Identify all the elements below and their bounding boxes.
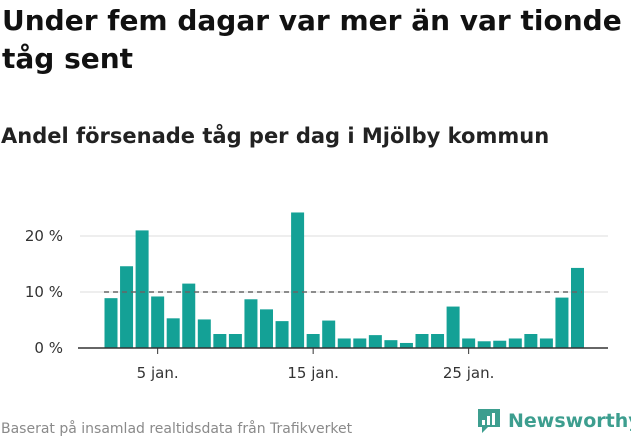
newsworthy-logo-icon <box>478 409 500 433</box>
bar-day-13 <box>275 321 289 348</box>
bar-day-22 <box>415 334 429 348</box>
source-note: Baserat på insamlad realtidsdata från Tr… <box>1 421 353 437</box>
bar-day-32 <box>571 267 584 348</box>
bar-day-3 <box>120 266 134 348</box>
bar-day-30 <box>539 338 553 348</box>
bar-day-19 <box>368 335 382 348</box>
x-tick-label-0: 5 jan. <box>137 364 179 382</box>
bar-day-24 <box>446 306 460 348</box>
bars <box>104 212 584 348</box>
brand-name: Newsworthy <box>508 410 631 432</box>
bar-day-18 <box>353 338 367 348</box>
bar-day-31 <box>555 297 569 348</box>
bar-day-17 <box>337 338 351 348</box>
bar-day-5 <box>151 296 165 348</box>
chart-subtitle: Andel försenade tåg per dag i Mjölby kom… <box>1 124 550 148</box>
bar-day-15 <box>306 334 320 348</box>
bar-day-4 <box>135 230 149 348</box>
gridlines <box>80 235 608 293</box>
bar-day-28 <box>508 338 522 348</box>
bar-day-12 <box>260 309 273 348</box>
bar-day-26 <box>477 341 491 348</box>
bar-day-16 <box>322 320 336 348</box>
bar-day-2 <box>104 298 118 348</box>
bar-day-20 <box>384 340 398 348</box>
y-tick-label-0: 0 % <box>34 339 63 357</box>
bar-day-6 <box>166 318 180 348</box>
x-tick-label-1: 15 jan. <box>287 364 339 382</box>
bar-day-29 <box>524 334 538 348</box>
bar-day-9 <box>213 334 227 348</box>
x-tick-label-2: 25 jan. <box>443 364 495 382</box>
bar-day-7 <box>182 283 196 348</box>
bar-day-27 <box>493 340 507 348</box>
bar-day-25 <box>462 338 476 348</box>
bar-day-14 <box>291 212 305 348</box>
y-tick-label-1: 10 % <box>25 283 63 301</box>
axes: 0 % 10 % 20 % 5 jan. 15 jan. 25 jan. <box>25 227 608 382</box>
bar-day-21 <box>399 342 413 348</box>
bar-day-8 <box>197 319 211 348</box>
bar-day-11 <box>244 299 258 348</box>
y-tick-label-2: 20 % <box>25 227 63 245</box>
bar-day-10 <box>228 334 242 348</box>
brand-logo: Newsworthy <box>476 407 631 435</box>
bar-day-23 <box>431 334 445 348</box>
chart-title: Under fem dagar var mer än var tionde tå… <box>2 4 622 75</box>
